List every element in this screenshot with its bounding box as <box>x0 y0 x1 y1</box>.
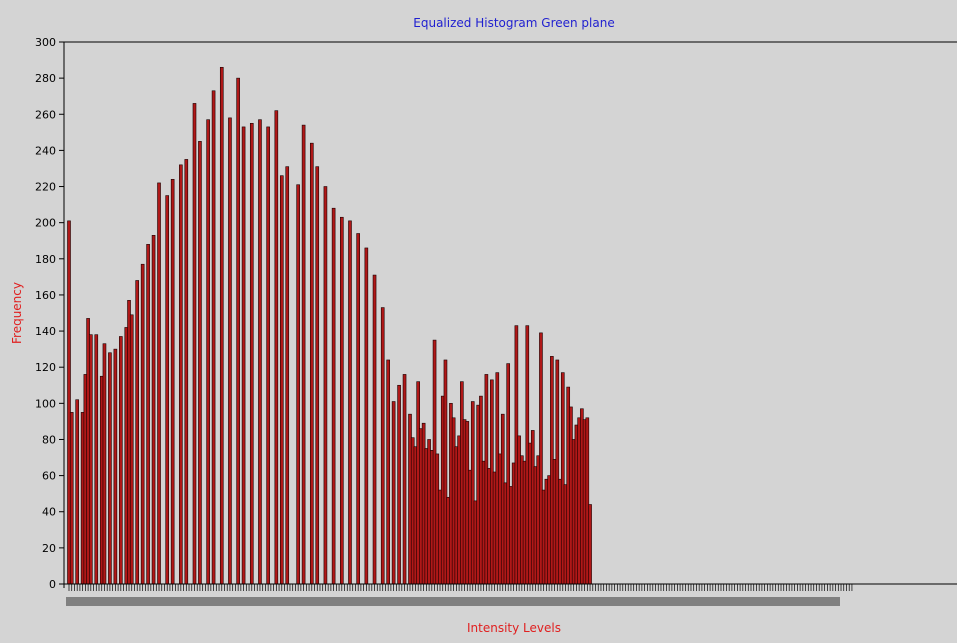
y-tick-label: 180 <box>35 253 56 266</box>
histogram-bar <box>94 334 99 585</box>
histogram-bar <box>323 186 328 585</box>
histogram-bar <box>151 235 156 585</box>
x-tick-label-band <box>66 597 840 606</box>
histogram-bar <box>402 374 407 585</box>
y-tick-label: 220 <box>35 181 56 194</box>
histogram-bar <box>386 359 390 585</box>
histogram-bar <box>165 195 170 585</box>
y-tick-label: 300 <box>35 36 56 49</box>
histogram-bar <box>380 307 385 585</box>
y-tick-label: 20 <box>42 542 56 555</box>
histogram-bar <box>228 117 232 585</box>
y-tick-label: 260 <box>35 108 56 121</box>
histogram-bar <box>274 110 279 585</box>
histogram-bar <box>249 123 254 585</box>
x-axis <box>64 583 957 606</box>
histogram-bar <box>241 126 246 585</box>
histogram-bar <box>75 399 79 585</box>
histogram-bar <box>331 207 336 585</box>
histogram-bar <box>296 184 300 585</box>
histogram-bar <box>69 412 74 585</box>
histogram-bar <box>198 141 202 585</box>
histogram-bar <box>266 126 270 585</box>
histogram-bar <box>397 384 401 585</box>
histogram-bar <box>206 119 210 585</box>
histogram-bar <box>119 336 123 585</box>
y-tick-label: 120 <box>35 361 56 374</box>
histogram-bar <box>140 263 145 585</box>
histogram-bar <box>157 182 161 585</box>
histogram-bar <box>170 179 175 585</box>
chart-title: Equalized Histogram Green plane <box>413 16 614 30</box>
histogram-bar <box>279 175 284 585</box>
x-axis-label: Intensity Levels <box>467 621 561 635</box>
histogram-bar <box>102 343 107 585</box>
histogram-bar <box>309 142 314 585</box>
y-tick-label: 40 <box>42 506 56 519</box>
histogram-bar <box>113 348 118 585</box>
histogram-bar <box>129 314 134 585</box>
histogram-bar <box>179 164 183 585</box>
histogram-bar <box>285 166 290 585</box>
histogram-bar <box>135 280 139 585</box>
histogram-bar <box>315 166 320 585</box>
y-axis: 0 20 40 60 80 100 120 140 160 180 200 220 240 260 280 3… <box>35 36 957 591</box>
histogram-bar <box>588 504 592 585</box>
y-axis-label: Frequency <box>10 282 24 344</box>
histogram-bar <box>348 220 352 585</box>
histogram-bar <box>301 124 306 585</box>
histogram-bar <box>89 334 93 585</box>
histogram-bar <box>339 216 344 585</box>
histogram-bar <box>364 247 369 585</box>
histogram-bar <box>219 66 224 585</box>
y-tick-label: 140 <box>35 325 56 338</box>
histogram-bar <box>108 352 112 585</box>
y-tick-label: 200 <box>35 217 56 230</box>
y-tick-label: 60 <box>42 470 56 483</box>
histogram-bar <box>258 119 262 585</box>
histogram-bar <box>372 274 377 585</box>
y-tick-label: 160 <box>35 289 56 302</box>
histogram-bar <box>184 159 189 585</box>
y-tick-label: 80 <box>42 433 56 446</box>
histogram-bar <box>236 77 240 585</box>
histogram-bar <box>391 401 396 585</box>
histogram-bar <box>146 244 150 585</box>
y-tick-label: 280 <box>35 72 56 85</box>
y-tick-label: 100 <box>35 397 56 410</box>
histogram-bar <box>211 90 216 585</box>
y-tick-label: 0 <box>49 578 56 591</box>
y-tick-label: 240 <box>35 144 56 157</box>
histogram-bar <box>356 233 360 585</box>
histogram-bar <box>192 103 197 585</box>
